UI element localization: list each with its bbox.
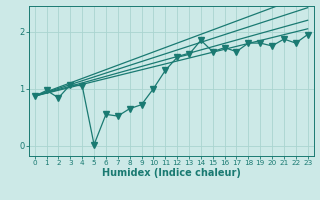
X-axis label: Humidex (Indice chaleur): Humidex (Indice chaleur) [102,168,241,178]
